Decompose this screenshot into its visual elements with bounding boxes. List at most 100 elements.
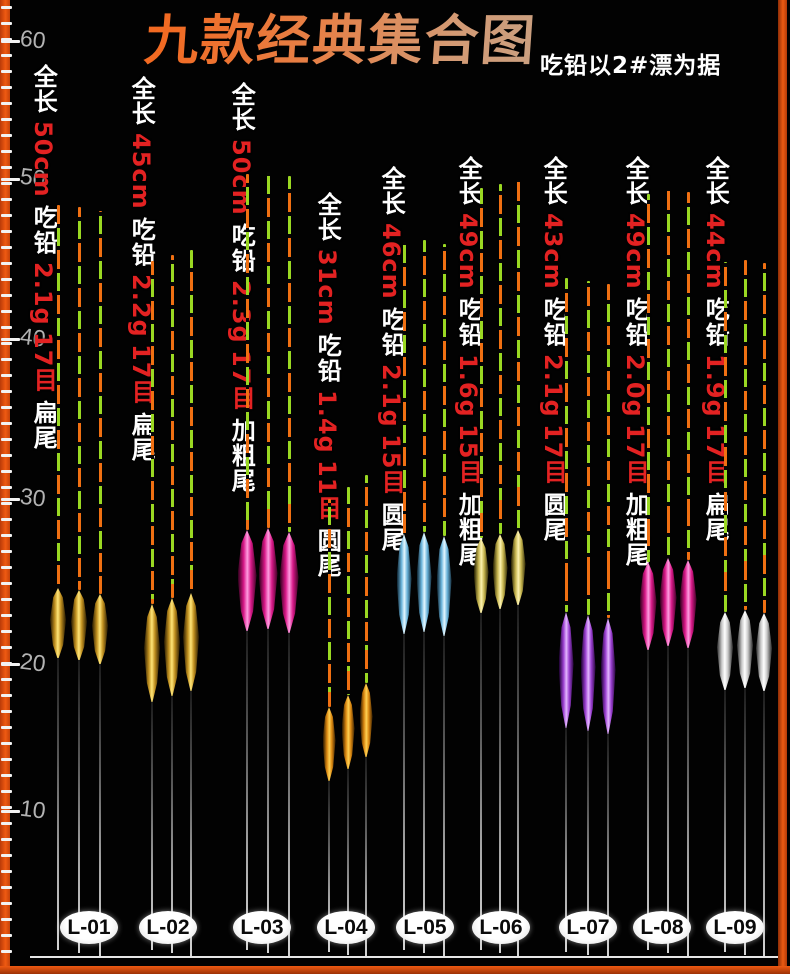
float-antenna xyxy=(723,262,727,612)
ruler-tick xyxy=(1,630,12,633)
ruler-tick xyxy=(1,438,12,441)
float-body xyxy=(510,530,526,607)
float-body xyxy=(359,683,373,759)
ruler-tick xyxy=(1,86,12,89)
group-label: L-07 xyxy=(559,911,617,944)
float-leg xyxy=(724,690,726,952)
ruler-tick xyxy=(1,198,12,201)
spec-part: 吃铅 xyxy=(621,296,650,347)
ruler-tick xyxy=(1,790,12,793)
spec-part: 全长 xyxy=(29,64,58,114)
ruler-tick xyxy=(1,934,12,937)
float-body xyxy=(580,615,596,733)
spec-part: 1.4g xyxy=(313,389,342,454)
float-leg xyxy=(171,696,173,953)
ruler-tick xyxy=(1,950,12,953)
ruler-tick xyxy=(1,646,12,649)
spec-part: 全长 xyxy=(454,156,483,206)
ruler-tick xyxy=(1,518,12,521)
spec-part: 17目 xyxy=(227,350,256,411)
spec-part: 31cm xyxy=(313,249,342,326)
ruler-number: 30 xyxy=(18,482,48,512)
ruler-tick xyxy=(1,6,12,9)
spec-part: 1.6g xyxy=(454,353,483,418)
float-antenna xyxy=(364,475,368,683)
spec-part: 45cm xyxy=(127,133,156,210)
spec-part: 46cm xyxy=(377,223,406,300)
float-leg xyxy=(246,631,248,950)
float-antenna xyxy=(516,180,520,530)
spec-part: 2.1g xyxy=(539,353,568,418)
spec-part: 2.3g xyxy=(227,279,256,344)
float-leg xyxy=(347,769,349,955)
spec-text: 全长 31cm 吃铅 1.4g 11目圆尾 xyxy=(313,192,342,585)
ruler-tick xyxy=(1,246,12,249)
spec-part: 加粗尾 xyxy=(621,491,650,567)
ruler-major-tick xyxy=(1,663,20,666)
ruler-tick xyxy=(1,134,12,137)
spec-part: 扁尾 xyxy=(29,399,58,450)
spec-part: 15目 xyxy=(454,424,483,485)
float-body xyxy=(473,538,489,615)
ruler-tick xyxy=(1,38,12,41)
float-antenna xyxy=(170,255,174,598)
float-antenna xyxy=(564,278,568,612)
spec-part: 17目 xyxy=(29,332,58,393)
ruler-tick xyxy=(1,534,12,537)
ruler-tick xyxy=(1,102,12,105)
spec-text: 全长 49cm 吃铅 2.0g 17目加粗尾 xyxy=(621,156,650,574)
ruler-tick xyxy=(1,678,12,681)
float-leg xyxy=(151,702,153,950)
float-body xyxy=(341,695,355,771)
spec-part: 吃铅 xyxy=(377,306,406,357)
float-body xyxy=(600,618,616,736)
float-antenna xyxy=(98,211,102,594)
spec-part: 50cm xyxy=(29,121,58,198)
float-antenna xyxy=(402,242,406,534)
float-body xyxy=(279,532,299,635)
ruler-tick xyxy=(1,230,12,233)
float-body xyxy=(396,534,412,636)
float-leg xyxy=(365,757,367,958)
spec-part: 2.1g xyxy=(377,363,406,428)
float-leg xyxy=(517,605,519,956)
group-label: L-08 xyxy=(633,911,691,944)
ruler-number: 10 xyxy=(18,794,48,824)
ruler-tick xyxy=(1,262,12,265)
ruler-tick xyxy=(1,854,12,857)
ruler-tick xyxy=(1,806,12,809)
spec-part: 全长 xyxy=(313,192,342,242)
float-antenna xyxy=(327,499,331,707)
ruler-tick xyxy=(1,326,12,329)
float-body xyxy=(659,558,677,648)
ruler-tick xyxy=(1,54,12,57)
float-body xyxy=(71,590,87,662)
float-leg xyxy=(328,781,330,952)
float-leg xyxy=(288,633,290,956)
group-label: L-01 xyxy=(60,911,118,944)
ruler-tick xyxy=(1,566,12,569)
float-body xyxy=(144,604,160,704)
float-antenna xyxy=(189,250,193,593)
float-leg xyxy=(647,650,649,950)
poster-subtitle: 吃铅以2#漂为据 xyxy=(540,53,722,79)
spec-part: 圆尾 xyxy=(377,501,406,552)
float-leg xyxy=(423,632,425,953)
ruler-tick xyxy=(1,710,12,713)
float-leg xyxy=(744,688,746,955)
spec-text: 全长49cm吃铅1.6g15目加粗尾 xyxy=(454,156,483,574)
ruler-tick xyxy=(1,422,12,425)
float-body xyxy=(322,707,336,783)
ruler-tick xyxy=(1,870,12,873)
spec-part: 49cm xyxy=(621,213,650,290)
ruler-tick xyxy=(1,150,12,153)
float-body xyxy=(717,612,733,692)
group-label: L-03 xyxy=(233,911,291,944)
spec-part: 49cm xyxy=(454,213,483,290)
bottom-line xyxy=(30,956,778,958)
ruler-tick xyxy=(1,614,12,617)
float-antenna xyxy=(266,172,270,528)
ruler-tick xyxy=(1,694,12,697)
group-label: L-02 xyxy=(139,911,197,944)
